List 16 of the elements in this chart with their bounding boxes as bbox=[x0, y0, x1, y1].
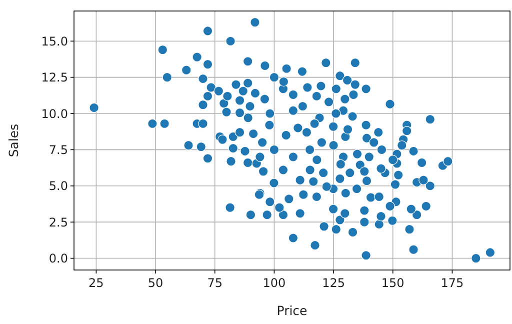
x-tick-label: 75 bbox=[207, 276, 223, 290]
x-tick-label: 25 bbox=[88, 276, 104, 290]
y-tick-label: 7.5 bbox=[48, 142, 68, 157]
y-axis-title: Sales bbox=[6, 124, 21, 158]
y-tick-label: 10.0 bbox=[41, 106, 68, 121]
x-axis-title: Price bbox=[276, 303, 308, 318]
x-tick-label: 175 bbox=[440, 276, 464, 290]
x-tick-label: 150 bbox=[381, 276, 404, 290]
y-tick-label: 5.0 bbox=[48, 179, 68, 194]
y-tick-label: 2.5 bbox=[48, 215, 68, 230]
x-tick-label: 125 bbox=[322, 276, 345, 290]
x-tick-label: 50 bbox=[148, 276, 164, 290]
x-tick-label: 100 bbox=[262, 276, 286, 290]
y-tick-label: 15.0 bbox=[41, 34, 68, 48]
y-tick-label: 12.5 bbox=[41, 70, 68, 85]
y-tick-label: 0.0 bbox=[48, 252, 68, 266]
